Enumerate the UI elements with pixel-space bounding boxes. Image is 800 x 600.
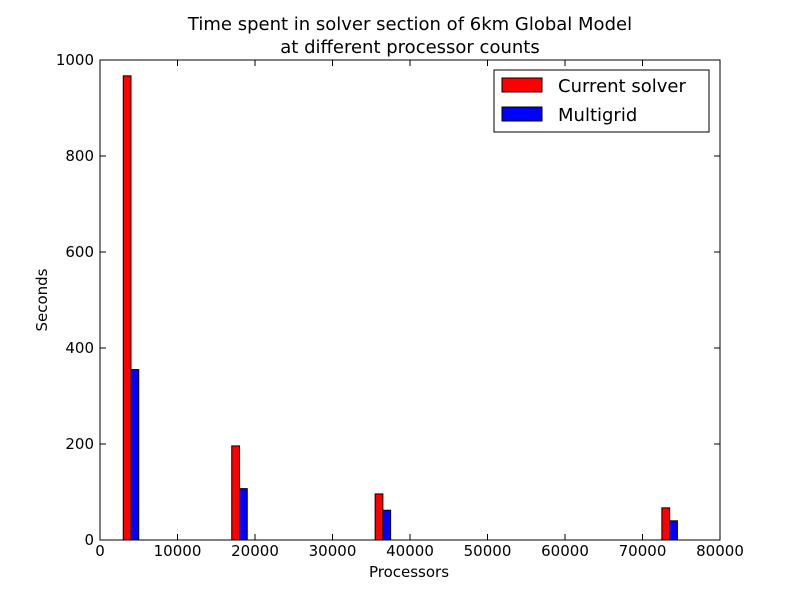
bar-current-solver-1: [231, 445, 240, 541]
y-tick-label: 400: [65, 339, 94, 357]
x-axis-label: Processors: [369, 563, 449, 581]
legend-label-current-solver: Current solver: [558, 76, 686, 97]
x-tick-label: 0: [95, 542, 105, 560]
y-tick-label: 0: [84, 531, 94, 549]
plot-area: [122, 75, 678, 541]
x-tick-label: 70000: [619, 542, 667, 560]
legend-swatch-multigrid: [501, 106, 543, 122]
bar-current-solver-2: [374, 493, 384, 541]
y-tick-label: 200: [65, 435, 94, 453]
bar-multigrid-0: [130, 369, 140, 541]
chart-subtitle: at different processor counts: [280, 37, 539, 58]
x-tick-label: 10000: [154, 542, 202, 560]
x-tick-label: 50000: [464, 542, 512, 560]
x-tick-label: 60000: [541, 542, 589, 560]
bar-current-solver-0: [122, 75, 132, 541]
x-tick-label: 20000: [231, 542, 279, 560]
legend: Current solver Multigrid: [493, 69, 710, 133]
y-tick-label: 600: [65, 243, 94, 261]
x-tick-label: 40000: [386, 542, 434, 560]
chart-title: Time spent in solver section of 6km Glob…: [187, 14, 632, 35]
bar-multigrid-3: [669, 520, 678, 541]
x-tick-label: 80000: [696, 542, 744, 560]
legend-swatch-current-solver: [501, 77, 543, 93]
y-axis-label: Seconds: [33, 268, 51, 331]
bar-current-solver-3: [661, 507, 671, 541]
y-tick-label: 800: [65, 147, 94, 165]
bar-multigrid-2: [382, 509, 392, 541]
axis-ticks: 0 10000 20000 30000 40000 50000 60000 70000 8000…: [56, 51, 744, 560]
y-tick-label: 1000: [56, 51, 94, 69]
bar-multigrid-1: [239, 488, 248, 541]
legend-label-multigrid: Multigrid: [558, 105, 637, 126]
x-tick-label: 30000: [309, 542, 357, 560]
